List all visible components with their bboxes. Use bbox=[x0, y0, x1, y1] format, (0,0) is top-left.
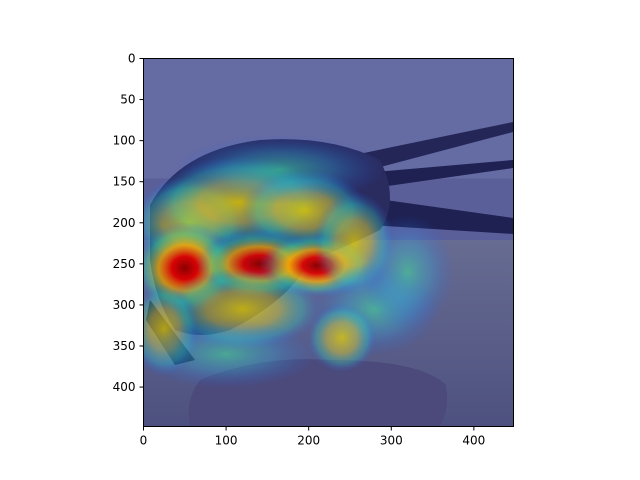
axes-frame bbox=[143, 58, 514, 427]
x-tick-label: 300 bbox=[380, 434, 403, 448]
heat-hotspot-11 bbox=[175, 134, 384, 204]
heatmap-overlay bbox=[143, 134, 455, 389]
x-axis: 0 100 200 300 400 bbox=[140, 426, 485, 448]
y-tick-label: 150 bbox=[113, 175, 136, 189]
x-tick-label: 200 bbox=[297, 434, 320, 448]
heat-hotspot-12 bbox=[143, 319, 319, 389]
y-tick-label: 250 bbox=[113, 257, 136, 271]
y-tick-label: 400 bbox=[113, 380, 136, 394]
y-tick-label: 50 bbox=[120, 93, 135, 107]
y-axis: 0 50 100 150 200 250 300 350 400 bbox=[113, 52, 144, 394]
heat-hotspot-10 bbox=[307, 303, 377, 373]
y-tick-label: 200 bbox=[113, 216, 136, 230]
x-tick-label: 100 bbox=[215, 434, 238, 448]
heat-hotspot-13 bbox=[361, 214, 455, 330]
y-tick-label: 0 bbox=[128, 52, 136, 66]
y-tick-label: 100 bbox=[113, 134, 136, 148]
y-tick-label: 300 bbox=[113, 298, 136, 312]
y-tick-label: 350 bbox=[113, 339, 136, 353]
x-tick-label: 400 bbox=[462, 434, 485, 448]
x-tick-label: 0 bbox=[140, 434, 148, 448]
